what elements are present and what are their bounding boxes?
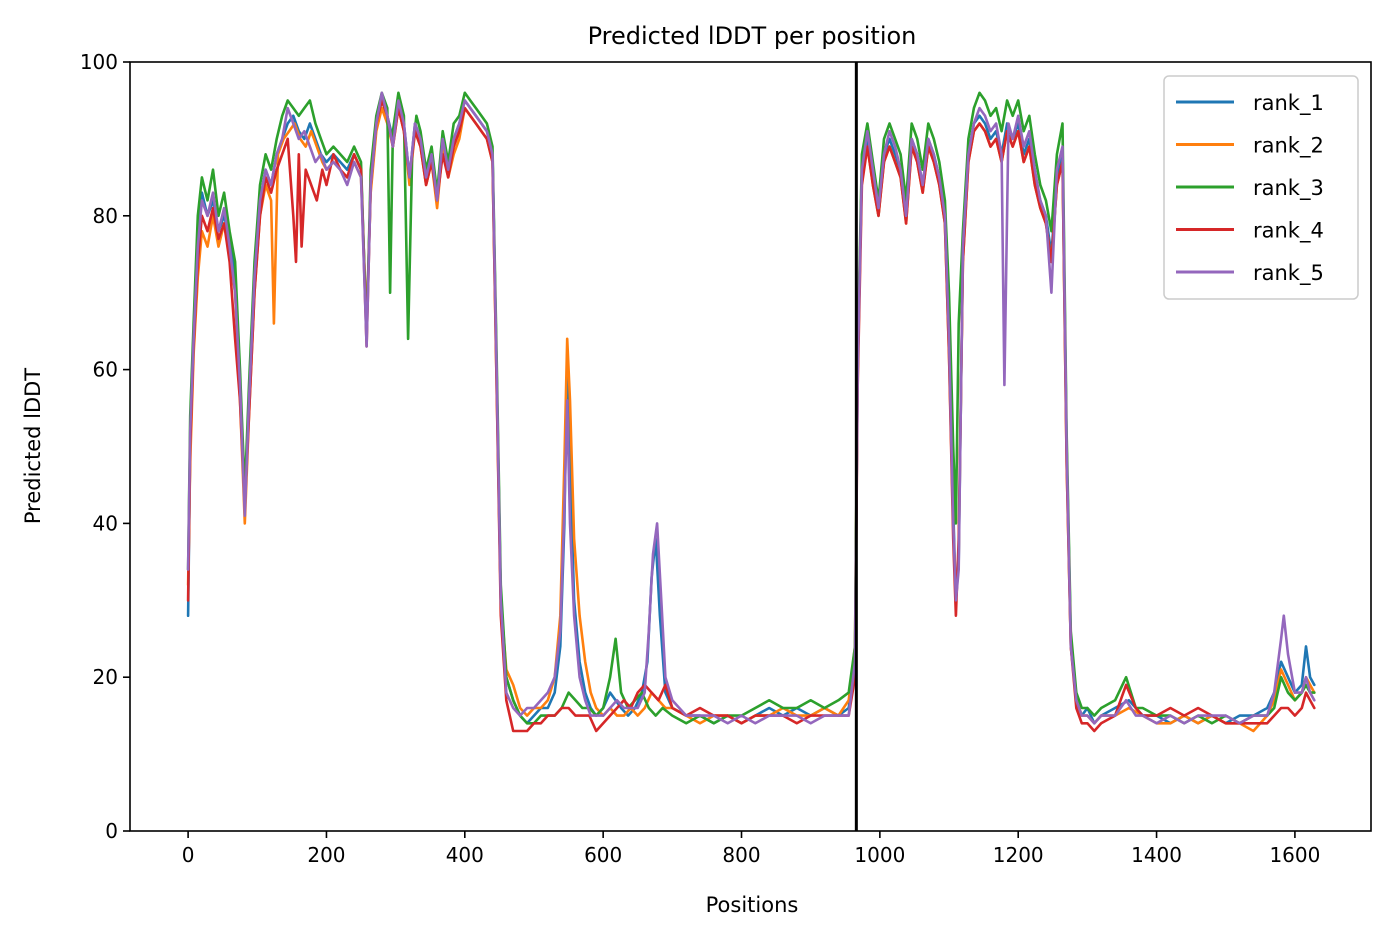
axes-layer: 0 200 400 600 800 1000 1200 1400 1600 0 20 40 60 80 10… (80, 50, 1372, 867)
legend-label-rank_3: rank_3 (1253, 176, 1324, 201)
x-tick-label: 0 (182, 843, 195, 867)
legend-label-rank_5: rank_5 (1253, 261, 1324, 286)
series-line-rank_5 (186, 91, 1316, 725)
y-tick-label: 40 (93, 511, 118, 535)
legend-label-rank_2: rank_2 (1253, 134, 1324, 159)
legend: rank_1 rank_2 rank_3 rank_4 rank_5 (1163, 75, 1359, 300)
y-axis-label: Predicted lDDT (21, 368, 45, 524)
y-tick-label: 0 (105, 819, 118, 843)
x-tick-label: 1600 (1269, 843, 1320, 867)
plot-frame (129, 61, 1372, 832)
x-tick-label: 1200 (993, 843, 1044, 867)
x-tick-label: 200 (307, 843, 345, 867)
x-tick-label: 1000 (854, 843, 905, 867)
x-tick-label: 1400 (1131, 843, 1182, 867)
legend-box (1163, 75, 1359, 300)
series-layer (186, 62, 1316, 831)
x-tick-label: 800 (722, 843, 760, 867)
x-tick-label: 600 (584, 843, 622, 867)
chart-title: Predicted lDDT per position (588, 22, 917, 50)
x-tick-label: 400 (446, 843, 484, 867)
x-axis-label: Positions (706, 893, 799, 917)
y-tick-label: 60 (93, 358, 118, 382)
legend-label-rank_1: rank_1 (1253, 91, 1324, 116)
y-tick-label: 80 (93, 204, 118, 228)
y-tick-label: 20 (93, 665, 118, 689)
legend-label-rank_4: rank_4 (1253, 219, 1324, 244)
y-tick-label: 100 (80, 50, 118, 74)
